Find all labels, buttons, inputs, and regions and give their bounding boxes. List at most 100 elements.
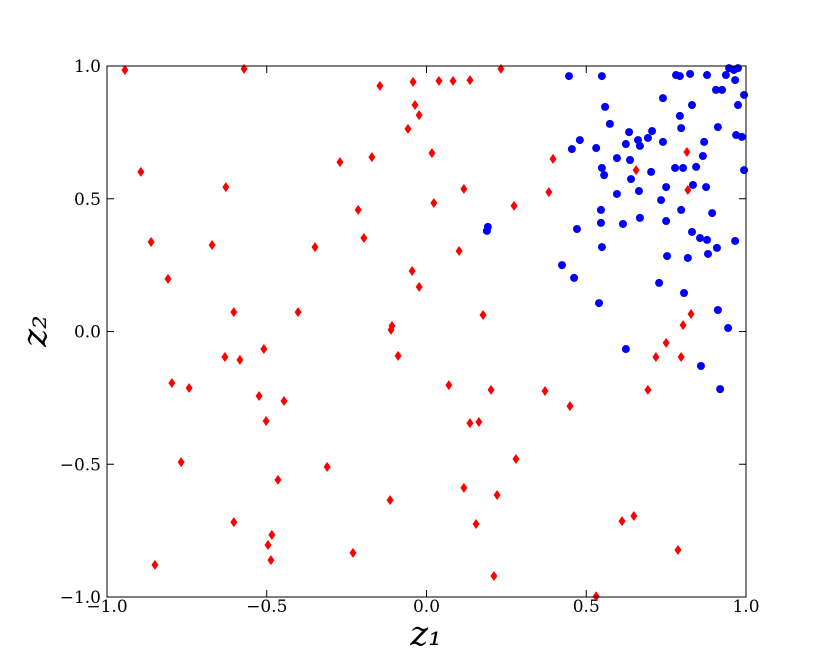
point	[683, 147, 691, 158]
point	[596, 218, 605, 227]
point	[712, 243, 721, 252]
point	[151, 559, 159, 570]
point	[376, 80, 384, 91]
point	[387, 324, 395, 335]
point	[643, 133, 652, 142]
point	[572, 225, 581, 234]
plot-frame	[106, 65, 747, 598]
point	[360, 233, 368, 244]
point	[575, 136, 584, 145]
point	[479, 310, 487, 321]
point	[625, 128, 634, 137]
point	[702, 183, 711, 192]
point	[493, 490, 501, 501]
point	[415, 110, 423, 121]
point	[687, 308, 695, 319]
y-axis-label: z₂	[15, 315, 55, 348]
point	[409, 76, 417, 87]
point	[658, 137, 667, 146]
point	[605, 119, 614, 128]
point	[677, 205, 686, 214]
point	[612, 189, 621, 198]
x-axis-label: z₁	[409, 614, 442, 654]
point	[336, 157, 344, 168]
y-tick-label: 0.0	[74, 323, 101, 343]
point	[415, 281, 423, 292]
point	[662, 183, 671, 192]
point	[675, 72, 684, 81]
point	[386, 495, 394, 506]
point	[147, 237, 155, 248]
point	[658, 94, 667, 103]
point	[634, 187, 643, 196]
point	[725, 64, 734, 73]
point	[435, 75, 443, 86]
point	[724, 324, 733, 333]
point	[695, 234, 704, 243]
point	[740, 90, 749, 99]
x-tick-label: −0.5	[246, 597, 287, 617]
point	[268, 529, 276, 540]
point	[230, 517, 238, 528]
point	[718, 85, 727, 94]
point	[510, 200, 518, 211]
point	[647, 167, 656, 176]
point	[679, 320, 687, 331]
point	[663, 252, 672, 261]
point	[592, 144, 601, 153]
point	[648, 127, 657, 136]
point	[177, 457, 185, 468]
point	[230, 307, 238, 318]
point	[692, 162, 701, 171]
point	[168, 378, 176, 389]
point	[482, 226, 491, 235]
point	[612, 154, 621, 163]
point	[428, 148, 436, 159]
point	[185, 383, 193, 394]
point	[618, 516, 626, 527]
point	[460, 183, 468, 194]
y-tick-label: −0.5	[60, 455, 101, 475]
point	[368, 152, 376, 163]
point	[652, 351, 660, 362]
point	[566, 401, 574, 412]
point	[280, 396, 288, 407]
point	[394, 350, 402, 361]
point	[630, 511, 638, 522]
point	[267, 555, 275, 566]
point	[541, 385, 549, 396]
point	[570, 273, 579, 282]
point	[696, 362, 705, 371]
point	[404, 123, 412, 134]
point	[686, 69, 695, 78]
point	[164, 273, 172, 284]
point	[698, 152, 707, 161]
point	[512, 453, 520, 464]
x-tick-label: 0.0	[413, 597, 440, 617]
point	[635, 141, 644, 150]
point	[677, 351, 685, 362]
point	[601, 102, 610, 111]
point	[675, 111, 684, 120]
point	[626, 155, 635, 164]
point	[635, 213, 644, 222]
point	[734, 101, 743, 110]
point	[597, 163, 606, 172]
point	[466, 418, 474, 429]
point	[621, 140, 630, 149]
point	[740, 166, 749, 175]
point	[411, 100, 419, 111]
point	[734, 64, 743, 73]
point	[600, 171, 609, 180]
point	[713, 123, 722, 132]
point	[688, 227, 697, 236]
point	[657, 196, 666, 205]
point	[449, 75, 457, 86]
point	[221, 351, 229, 362]
point	[497, 63, 505, 74]
point	[349, 547, 357, 558]
point	[475, 417, 483, 428]
point	[445, 380, 453, 391]
point	[430, 197, 438, 208]
point	[680, 289, 689, 298]
